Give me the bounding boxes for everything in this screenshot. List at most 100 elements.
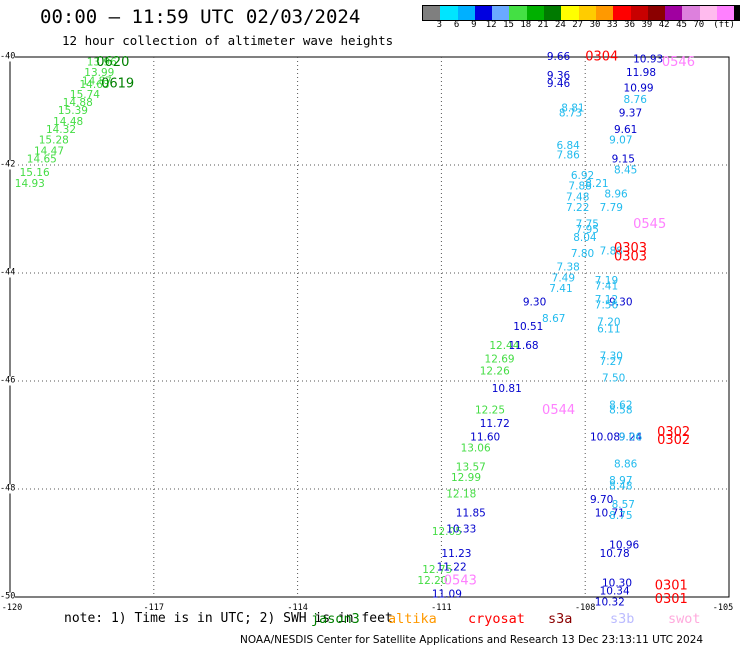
wave-height-value: 7.80 xyxy=(571,248,594,260)
pass-time-label: 0619 xyxy=(101,77,134,92)
wave-height-value: 7.41 xyxy=(549,283,572,295)
wave-height-value: 8.48 xyxy=(609,480,632,492)
pass-time-label: 0303 xyxy=(614,241,647,256)
wave-height-value: 10.96 xyxy=(609,540,639,552)
x-tick-label: -114 xyxy=(287,603,308,613)
wave-height-value: 8.75 xyxy=(609,510,632,522)
colorbar-label: 39 xyxy=(641,20,653,30)
wave-height-value: 9.46 xyxy=(547,78,571,90)
x-tick-label: -117 xyxy=(143,603,165,613)
wave-height-value: 14.47 xyxy=(34,146,64,158)
y-tick-label: -48 xyxy=(0,483,16,494)
wave-height-value: 13.99 xyxy=(84,67,114,79)
wave-height-value: 9.30 xyxy=(523,297,546,309)
wave-height-value: 9.15 xyxy=(612,154,635,166)
wave-height-value: 10.78 xyxy=(600,548,630,560)
wave-height-value: 7.75 xyxy=(576,218,599,230)
wave-height-value: 9.36 xyxy=(547,70,571,82)
wave-height-value: 7.49 xyxy=(552,272,575,284)
wave-height-value: 10.81 xyxy=(492,383,522,395)
wave-height-value: 10.51 xyxy=(513,321,543,333)
pass-time-label: 0543 xyxy=(444,573,477,588)
wave-height-value: 13.57 xyxy=(456,461,486,473)
wave-height-value: 15.39 xyxy=(58,105,88,117)
wave-height-value: 11.98 xyxy=(626,67,656,79)
y-tick-label: -46 xyxy=(0,375,16,386)
colorbar xyxy=(422,5,740,21)
pass-time-label: 0302 xyxy=(657,433,690,448)
y-tick-label: -40 xyxy=(0,51,16,62)
y-tick-label: -42 xyxy=(0,159,16,170)
wave-height-value: 14.63 xyxy=(80,79,110,91)
wave-height-value: 11.22 xyxy=(437,561,467,573)
wave-height-value: 6.11 xyxy=(597,324,620,336)
colorbar-swatch xyxy=(423,6,441,20)
pass-time-label: 0301 xyxy=(655,579,688,594)
wave-height-value: 9.66 xyxy=(547,51,571,63)
pass-time-label: 0303 xyxy=(614,249,647,264)
wave-height-value: 14.88 xyxy=(63,97,93,109)
wave-height-value: 8.76 xyxy=(624,94,648,106)
wave-height-value: 8.81 xyxy=(561,102,584,114)
wave-height-value: 10.99 xyxy=(624,82,654,94)
wave-height-value: 7.88 xyxy=(568,181,591,193)
wave-height-value: 11.09 xyxy=(432,588,462,600)
wave-height-value: 15.74 xyxy=(70,89,100,101)
x-tick-label: -111 xyxy=(431,603,452,613)
wave-height-value: 7.50 xyxy=(602,372,625,384)
pass-time-label: 0301 xyxy=(655,592,688,607)
wave-height-value: 6.84 xyxy=(556,140,580,152)
colorbar-swatch xyxy=(595,6,614,20)
wave-height-value: 12.69 xyxy=(485,353,515,365)
legend-item-s3b: s3b xyxy=(610,611,635,627)
colorbar-swatch xyxy=(734,6,740,20)
colorbar-swatch xyxy=(682,6,700,20)
wave-height-value: 15.28 xyxy=(39,135,69,147)
wave-height-value: 7.56 xyxy=(595,299,619,311)
wave-height-value: 7.38 xyxy=(556,262,579,274)
wave-height-value: 8.97 xyxy=(609,475,632,487)
colorbar-swatch xyxy=(544,6,562,20)
wave-height-value: 11.23 xyxy=(441,548,471,560)
wave-height-value: 15.16 xyxy=(20,167,50,179)
credit-line: NOAA/NESDIS Center for Satellite Applica… xyxy=(240,634,704,646)
wave-height-value: 12.75 xyxy=(422,564,452,576)
colorbar-label: 15 xyxy=(503,20,514,30)
legend-item-swot: swot xyxy=(668,611,701,627)
colorbar-label: 36 xyxy=(624,20,636,30)
wave-height-value: 10.34 xyxy=(600,586,630,598)
colorbar-swatch xyxy=(561,6,579,20)
wave-height-value: 8.73 xyxy=(559,108,582,120)
wave-height-value: 14.48 xyxy=(53,116,83,128)
wave-height-value: 9.24 xyxy=(619,432,643,444)
wave-height-value: 13.06 xyxy=(461,443,491,455)
colorbar-label: 70 xyxy=(693,20,705,30)
wave-height-value: 9.70 xyxy=(590,494,613,506)
legend-item-altika: altika xyxy=(388,611,437,627)
colorbar-swatch xyxy=(647,6,666,20)
colorbar-swatch xyxy=(699,6,718,20)
colorbar-label: 30 xyxy=(589,20,601,30)
colorbar-label: 9 xyxy=(471,20,477,30)
wave-height-value: 8.58 xyxy=(609,405,632,417)
wave-height-value: 14.65 xyxy=(27,154,57,166)
wave-height-value: 10.08 xyxy=(590,432,620,444)
colorbar-swatch xyxy=(717,6,735,20)
legend-item-jason3: jason3 xyxy=(311,611,360,627)
wave-height-value: 7.20 xyxy=(597,317,620,329)
plot-frame xyxy=(9,56,730,598)
wave-height-value: 7.48 xyxy=(566,191,589,203)
wave-height-value: 9.06 xyxy=(619,432,643,444)
wave-height-value: 7.95 xyxy=(576,224,599,236)
wave-height-value: 10.93 xyxy=(633,54,663,66)
colorbar-labels: 3 6 9 12 15 18 21 24 27 30 33 36 39 42 45 70 (ft) xyxy=(422,20,740,34)
wave-height-value: 7.86 xyxy=(556,149,580,161)
pass-time-label: 0302 xyxy=(657,425,690,440)
colorbar-swatch xyxy=(492,6,510,20)
wave-height-value: 11.60 xyxy=(470,432,500,444)
wave-height-value: 8.21 xyxy=(585,178,608,190)
colorbar-swatch xyxy=(509,6,527,20)
wave-height-value: 7.79 xyxy=(600,202,623,214)
